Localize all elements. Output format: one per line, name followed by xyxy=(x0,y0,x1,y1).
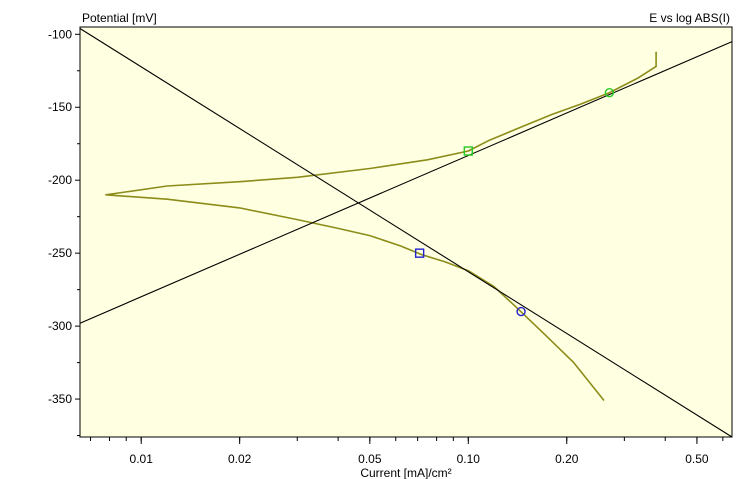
y-tick-label: -300 xyxy=(48,319,72,333)
y-tick-label: -350 xyxy=(48,392,72,406)
y-ticks: -100 -150 -200 -250 -300 -350 xyxy=(48,27,80,437)
y-tick-label: -150 xyxy=(48,100,72,114)
series-layer xyxy=(79,28,733,438)
polarization-curve xyxy=(105,51,657,401)
tafel-fit-line xyxy=(79,41,733,324)
x-tick-label: 0.20 xyxy=(555,452,579,466)
y-tick-label: -200 xyxy=(48,173,72,187)
x-tick-label: 0.01 xyxy=(130,452,154,466)
anodic-square-marker xyxy=(463,146,473,156)
marker-layer xyxy=(414,87,615,317)
x-ticks: 0.01 0.02 0.05 0.10 0.20 0.50 xyxy=(90,437,724,466)
chart-title: E vs log ABS(I) xyxy=(649,11,730,25)
y-axis-label: Potential [mV] xyxy=(82,11,157,25)
tafel-fit-line xyxy=(79,28,733,438)
cathodic-square-marker xyxy=(414,248,425,258)
y-tick-label: -250 xyxy=(48,246,72,260)
y-tick-label: -100 xyxy=(48,27,72,41)
x-axis-label: Current [mA]/cm² xyxy=(360,466,451,479)
x-tick-label: 0.10 xyxy=(457,452,481,466)
anodic-circle-marker xyxy=(604,87,615,98)
x-tick-label: 0.02 xyxy=(228,452,252,466)
cathodic-circle-marker xyxy=(516,306,526,317)
x-tick-label: 0.05 xyxy=(358,452,382,466)
x-tick-label: 0.50 xyxy=(685,452,709,466)
